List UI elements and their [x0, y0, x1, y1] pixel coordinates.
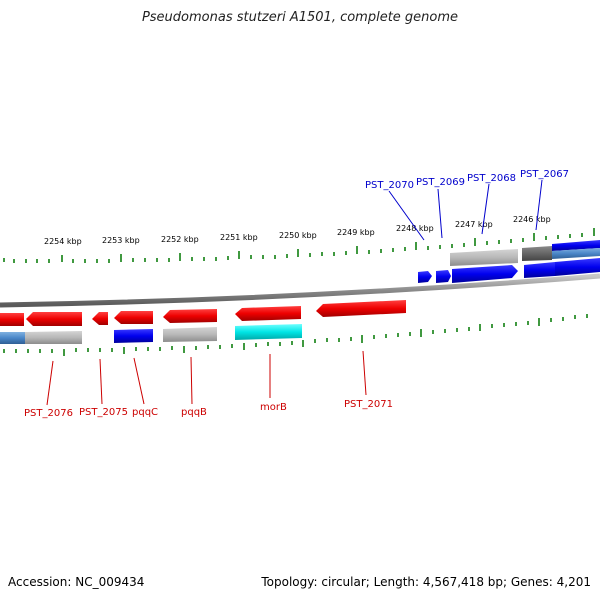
gene-arrow[interactable] [436, 270, 451, 283]
genome-backbone [0, 273, 600, 308]
map-title: Pseudomonas stutzeri A1501, complete gen… [141, 10, 459, 25]
rna-feature[interactable] [0, 332, 25, 344]
gene-arrow[interactable] [524, 262, 555, 278]
rna-feature[interactable] [522, 246, 552, 261]
rna-feature[interactable] [450, 249, 518, 266]
rna-feature[interactable] [552, 248, 600, 259]
forward-label-leaders [388, 179, 543, 241]
gene-arrow[interactable] [114, 329, 153, 343]
gene-arrow[interactable] [418, 271, 432, 283]
gene-label-pst-2068[interactable]: PST_2068 [467, 173, 516, 184]
gene-label-morb[interactable]: morB [260, 402, 287, 413]
gene-label-pst-2070[interactable]: PST_2070 [365, 180, 414, 191]
scale-label: 2251 kbp [220, 233, 258, 242]
rna-feature[interactable] [25, 331, 82, 344]
scale-label: 2246 kbp [513, 215, 551, 224]
gene-arrow[interactable] [452, 265, 518, 283]
accession-text: Accession: NC_009434 [8, 575, 145, 589]
rna-feature[interactable] [163, 327, 217, 342]
scale-label: 2247 kbp [455, 220, 493, 229]
gene-arrow[interactable] [552, 240, 600, 251]
gene-arrow[interactable] [555, 258, 600, 276]
scale-label: 2249 kbp [337, 228, 375, 237]
gene-arrow[interactable] [235, 306, 301, 321]
gene-arrow[interactable] [316, 300, 406, 317]
rna-feature[interactable] [235, 324, 302, 340]
gene-label-pst-2075[interactable]: PST_2075 [79, 407, 128, 418]
reverse-label-leaders [46, 350, 367, 406]
scale-label: 2250 kbp [279, 231, 317, 240]
gene-arrow[interactable] [0, 313, 24, 326]
gene-label-pst-2071[interactable]: PST_2071 [344, 399, 393, 410]
gene-label-pst-2069[interactable]: PST_2069 [416, 177, 465, 188]
gene-label-pst-2067[interactable]: PST_2067 [520, 169, 569, 180]
gene-label-pst-2076[interactable]: PST_2076 [24, 408, 73, 419]
gene-label-pqqb[interactable]: pqqB [181, 407, 207, 418]
scale-label: 2253 kbp [102, 236, 140, 245]
gene-arrow[interactable] [163, 309, 217, 323]
gene-arrow[interactable] [26, 312, 82, 326]
scale-label: 2254 kbp [44, 237, 82, 246]
scale-label: 2252 kbp [161, 235, 199, 244]
gene-arrow[interactable] [114, 311, 153, 324]
gene-arrow[interactable] [92, 312, 108, 325]
inner-tick-row [3, 314, 588, 356]
genome-summary-text: Topology: circular; Length: 4,567,418 bp… [261, 575, 591, 589]
gene-label-pqqc[interactable]: pqqC [132, 407, 158, 418]
forward-strand-features [418, 240, 600, 283]
scale-label: 2248 kbp [396, 224, 434, 233]
reverse-strand-features [0, 300, 406, 344]
outer-tick-row [3, 228, 595, 263]
